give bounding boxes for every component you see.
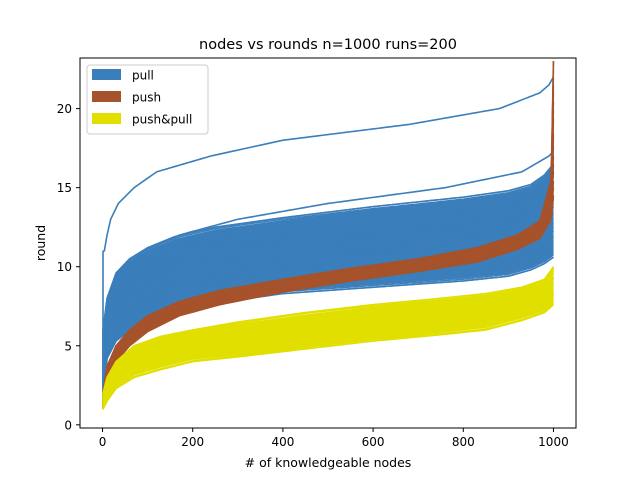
legend-swatch: [92, 91, 121, 102]
series-run-line: [102, 283, 554, 400]
x-tick-label: 0: [99, 435, 107, 449]
y-tick-label: 10: [57, 260, 72, 274]
series-run-line: [102, 171, 554, 338]
x-axis-label: # of knowledgeable nodes: [245, 455, 412, 470]
plot-frame: [79, 57, 577, 429]
legend-label: push: [132, 91, 161, 105]
series-run-line: [102, 269, 555, 396]
y-tick-label: 0: [64, 418, 72, 432]
series-lower-envelope: [102, 304, 554, 410]
legend-label: pull: [132, 69, 154, 83]
series-push-and-pull-runs: [102, 266, 555, 410]
series-upper-envelope: [102, 163, 555, 331]
y-tick-label: 20: [57, 102, 72, 116]
series-outlier-run-line: [102, 76, 555, 252]
legend-label: push&pull: [132, 113, 192, 127]
series-push-runs: [102, 61, 555, 410]
x-tick-label: 400: [271, 435, 294, 449]
legend-swatch: [92, 69, 121, 80]
legend-swatch: [92, 113, 121, 124]
chart-title: nodes vs rounds n=1000 runs=200: [199, 37, 457, 53]
x-tick-label: 1000: [538, 435, 569, 449]
x-tick-label: 200: [181, 435, 204, 449]
series-upper-envelope: [102, 266, 555, 394]
series-run-line: [102, 277, 555, 398]
y-tick-label: 15: [57, 181, 72, 195]
legend: pull push push&pull: [86, 64, 209, 135]
series-run-line: [102, 206, 554, 365]
series-run-line: [102, 294, 554, 405]
series-run-line: [102, 278, 554, 403]
y-axis: 0 5 10 15 20: [57, 102, 80, 432]
y-axis-label: round: [33, 225, 48, 261]
series-lower-envelope: [102, 256, 554, 410]
x-tick-label: 800: [452, 435, 475, 449]
series-upper-envelope: [102, 61, 555, 394]
y-tick-label: 5: [64, 339, 72, 353]
plot-area: [102, 61, 555, 410]
x-tick-label: 600: [362, 435, 385, 449]
series-run-line: [102, 193, 554, 356]
series-outlier-run-line: [102, 150, 555, 331]
x-axis: 0 200 400 600 800 1000: [99, 428, 569, 449]
